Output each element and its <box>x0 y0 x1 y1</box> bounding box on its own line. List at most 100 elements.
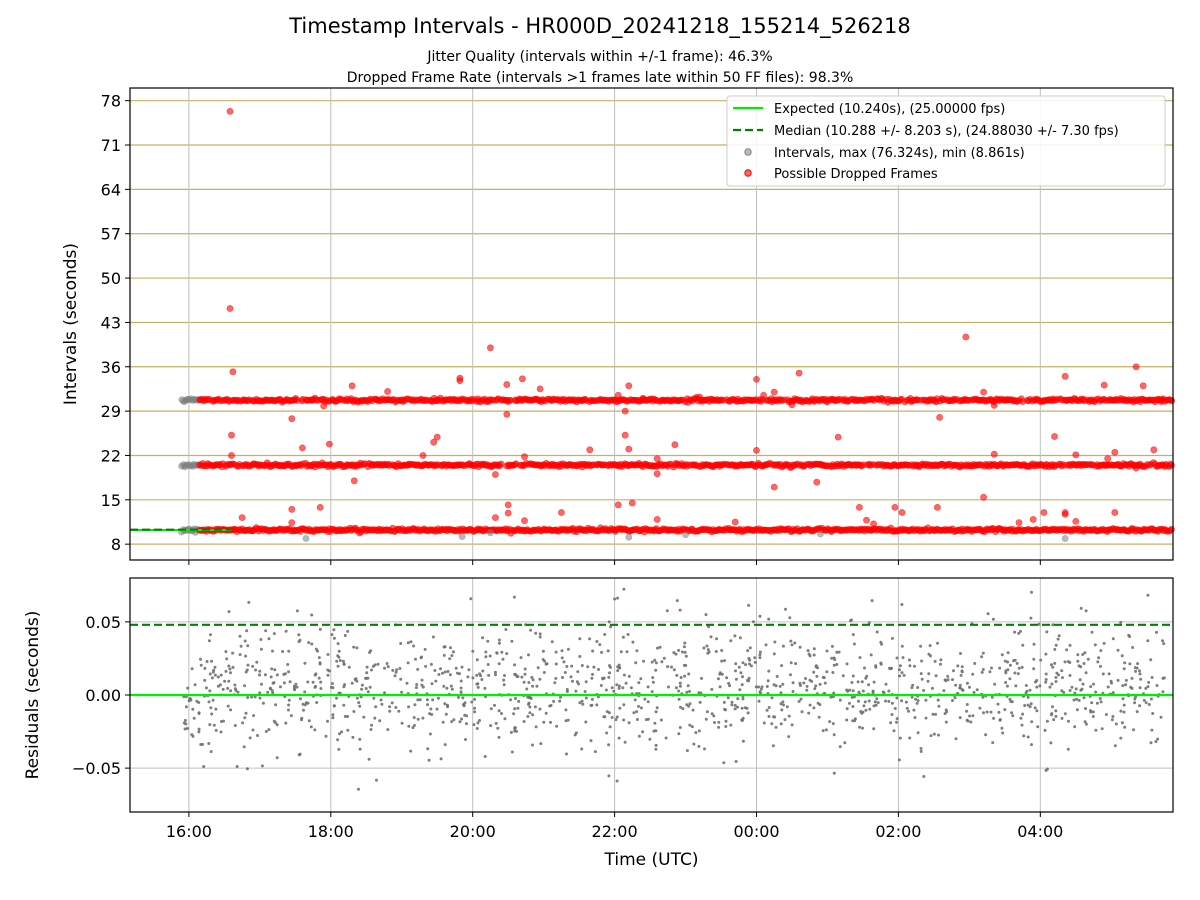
residual-point <box>933 659 937 663</box>
dropped-frame-point <box>419 452 427 459</box>
residual-point <box>825 649 829 653</box>
residual-point <box>674 686 678 690</box>
residual-point <box>319 680 323 684</box>
residual-point <box>372 696 376 700</box>
residual-point <box>872 704 876 708</box>
residual-point <box>616 596 619 600</box>
residual-point <box>493 703 496 707</box>
residual-point <box>221 687 225 691</box>
residual-point <box>246 644 250 648</box>
residual-point <box>258 673 261 677</box>
residual-point <box>513 727 517 731</box>
residual-point <box>937 733 940 737</box>
dropped-frame-point <box>491 514 499 521</box>
residual-point <box>421 716 425 720</box>
residual-point <box>553 681 557 685</box>
residual-point <box>229 671 232 675</box>
residual-point <box>351 735 355 739</box>
residual-point <box>997 710 1001 714</box>
residual-point <box>370 723 373 727</box>
residual-point <box>857 699 860 703</box>
residual-point <box>513 707 517 711</box>
residual-point <box>929 734 933 738</box>
residual-point <box>642 659 645 663</box>
residual-point <box>420 683 424 687</box>
residual-point <box>538 635 542 639</box>
residual-point <box>751 620 755 624</box>
residual-point <box>793 641 797 645</box>
dropped-frame-point <box>491 471 499 478</box>
interval-point <box>1061 535 1069 542</box>
residual-point <box>475 673 479 677</box>
residual-point <box>1045 719 1049 723</box>
residual-point <box>302 708 305 712</box>
residual-point <box>1114 722 1118 726</box>
residual-point <box>710 687 714 691</box>
residual-point <box>774 725 778 729</box>
residual-point <box>375 778 378 782</box>
residual-point <box>783 718 787 722</box>
residual-point <box>770 696 774 700</box>
residual-point <box>578 655 582 658</box>
residual-point <box>943 678 947 682</box>
residual-point <box>338 732 341 736</box>
residual-point <box>683 650 687 654</box>
residual-point <box>1021 712 1025 716</box>
residual-point <box>1149 741 1153 745</box>
residual-point <box>1060 689 1064 693</box>
residual-point <box>1057 634 1061 638</box>
residual-point <box>522 680 526 684</box>
residual-point <box>724 719 728 723</box>
intervals-y-ticks: 8 15 22 29 36 43 50 57 64 71 78 <box>101 92 130 554</box>
residual-point <box>523 672 527 676</box>
residual-point <box>590 676 594 680</box>
residual-point <box>550 640 554 644</box>
residual-point <box>1074 687 1078 691</box>
residual-point <box>1149 697 1153 701</box>
residual-point <box>298 638 302 642</box>
residual-point <box>758 614 762 618</box>
residual-point <box>1135 666 1139 670</box>
residual-point <box>1084 671 1088 675</box>
residual-point <box>1013 630 1017 634</box>
residual-point <box>560 656 564 660</box>
dropped-frame-point <box>653 470 661 478</box>
residual-point <box>1030 590 1033 594</box>
residual-point <box>263 673 267 677</box>
dropped-frame-subtitle: Dropped Frame Rate (intervals >1 frames … <box>346 70 854 86</box>
residual-point <box>672 668 676 672</box>
dropped-frame-point <box>639 394 647 402</box>
residual-point <box>1035 709 1039 713</box>
residual-point <box>595 703 599 707</box>
residual-point <box>210 676 214 680</box>
residual-point <box>441 720 445 724</box>
residual-point <box>812 647 816 651</box>
residual-point <box>368 685 372 689</box>
residual-point <box>1094 690 1098 694</box>
dropped-frame-point <box>504 501 512 509</box>
residual-point <box>500 712 503 715</box>
dropped-frame-point <box>990 401 998 409</box>
residual-point <box>914 697 917 701</box>
residual-point <box>740 718 744 722</box>
residual-point <box>317 676 321 680</box>
residual-point <box>395 668 399 672</box>
residual-point <box>861 689 865 693</box>
residual-point <box>460 717 464 721</box>
residual-point <box>390 701 394 705</box>
residual-point <box>451 650 455 654</box>
residual-point <box>1075 697 1079 701</box>
residual-point <box>744 663 748 667</box>
residual-point <box>1025 689 1029 693</box>
residual-point <box>1039 658 1043 662</box>
residual-point <box>897 758 901 762</box>
residual-point <box>412 716 416 719</box>
residual-point <box>665 609 669 613</box>
residual-point <box>608 725 612 729</box>
residual-point <box>601 677 605 681</box>
residual-point <box>1136 662 1140 666</box>
time-x-tick-label: 22:00 <box>592 822 638 841</box>
residual-point <box>443 670 447 674</box>
dropped-frame-point <box>962 333 970 341</box>
residual-point <box>1005 684 1009 688</box>
